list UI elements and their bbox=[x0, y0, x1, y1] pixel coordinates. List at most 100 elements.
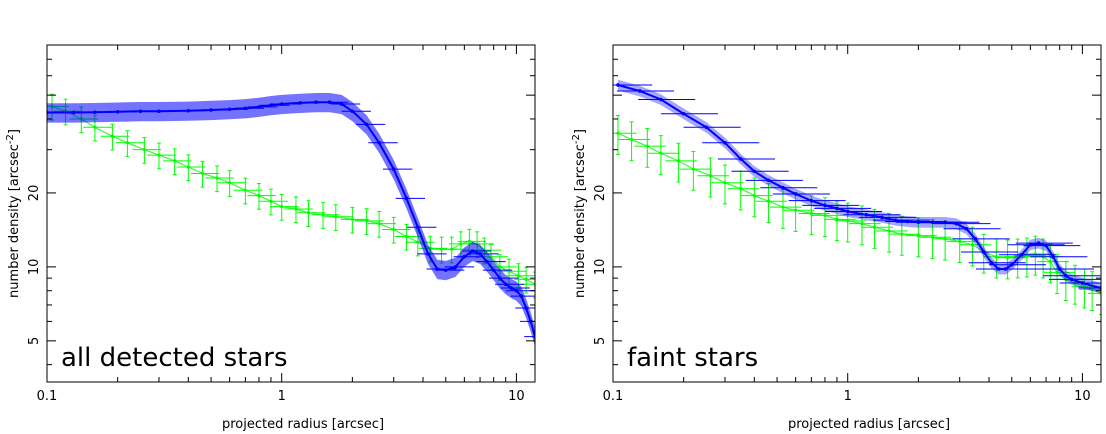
data-point bbox=[350, 109, 355, 114]
x-tick-label: 10 bbox=[508, 389, 525, 404]
data-point bbox=[391, 167, 396, 171]
panel-all-detected-stars: 0.1 1 10 5 10 20 projected radius [arcsec] numb… bbox=[5, 44, 536, 432]
y-axis-label-sup: -2 bbox=[571, 134, 582, 144]
band bbox=[47, 93, 535, 347]
data-point bbox=[462, 254, 467, 259]
data-point bbox=[930, 220, 935, 225]
data-point bbox=[1019, 252, 1024, 257]
data-point bbox=[766, 178, 771, 183]
y-tick-label: 20 bbox=[593, 185, 608, 202]
data-point bbox=[809, 198, 814, 203]
data-point bbox=[1064, 273, 1068, 278]
data-point bbox=[823, 203, 827, 208]
series-blue bbox=[613, 79, 1101, 294]
series-line bbox=[47, 101, 535, 337]
plot-area bbox=[47, 93, 535, 347]
y-axis-label-close: ] bbox=[573, 129, 588, 134]
data-point bbox=[298, 101, 303, 105]
data-point bbox=[138, 109, 143, 114]
data-point bbox=[485, 259, 489, 264]
data-point bbox=[738, 157, 743, 161]
plot-frame bbox=[612, 44, 1102, 383]
data-point bbox=[845, 209, 850, 214]
data-point bbox=[954, 221, 959, 226]
data-point bbox=[880, 215, 884, 220]
data-point bbox=[1036, 241, 1041, 245]
data-point bbox=[503, 282, 508, 287]
data-point bbox=[905, 219, 910, 224]
data-point bbox=[157, 109, 161, 114]
axes: 0.1 1 10 5 10 20 bbox=[27, 44, 535, 404]
data-point bbox=[1080, 281, 1085, 285]
data-point bbox=[681, 111, 686, 116]
data-point bbox=[637, 89, 642, 93]
data-point bbox=[893, 218, 898, 222]
data-point bbox=[996, 267, 1001, 271]
data-point bbox=[616, 83, 620, 87]
plot-area bbox=[613, 79, 1101, 316]
data-point bbox=[964, 226, 969, 231]
data-point bbox=[377, 140, 381, 145]
data-point bbox=[339, 102, 344, 106]
x-axis-label: projected radius [arcsec] bbox=[222, 417, 384, 432]
data-point bbox=[752, 169, 757, 174]
data-point bbox=[227, 107, 232, 112]
data-point bbox=[659, 97, 663, 102]
data-point bbox=[1009, 262, 1014, 267]
data-point bbox=[498, 276, 502, 280]
data-point bbox=[835, 206, 839, 211]
data-point bbox=[781, 185, 785, 190]
series-line bbox=[617, 84, 1101, 290]
y-axis-label: number density [arcsec-2] bbox=[5, 129, 23, 298]
data-point bbox=[71, 110, 76, 115]
data-point bbox=[524, 306, 528, 310]
data-point bbox=[269, 103, 273, 108]
data-point bbox=[1051, 254, 1055, 259]
data-point bbox=[723, 140, 727, 145]
data-point bbox=[470, 249, 475, 253]
data-point bbox=[415, 225, 420, 230]
plot-frame bbox=[46, 44, 536, 383]
data-point bbox=[981, 250, 986, 254]
y-axis-label: number density [arcsec-2] bbox=[571, 129, 589, 298]
x-tick-label: 0.1 bbox=[37, 389, 58, 404]
data-point bbox=[916, 220, 921, 225]
data-point bbox=[491, 268, 496, 272]
data-point bbox=[327, 100, 332, 105]
y-axis-label-text: number density [arcsec bbox=[573, 144, 588, 298]
data-point bbox=[1044, 243, 1048, 248]
data-point bbox=[404, 196, 409, 201]
x-axis-label: projected radius [arcsec] bbox=[788, 417, 950, 432]
panel-annotation: faint stars bbox=[627, 343, 758, 373]
y-axis-label-close: ] bbox=[7, 129, 22, 134]
data-point bbox=[478, 252, 482, 256]
y-tick-label: 5 bbox=[593, 337, 608, 345]
x-tick-label: 1 bbox=[844, 389, 852, 404]
data-point bbox=[314, 100, 318, 105]
data-point bbox=[519, 294, 524, 298]
y-tick-label: 20 bbox=[27, 185, 42, 202]
data-point bbox=[509, 286, 513, 290]
data-point bbox=[209, 108, 213, 112]
data-point bbox=[443, 268, 448, 272]
y-axis-label-sup: -2 bbox=[5, 134, 16, 144]
x-tick-label: 0.1 bbox=[603, 389, 624, 404]
series-blue bbox=[47, 93, 535, 347]
data-point bbox=[943, 220, 947, 225]
data-point bbox=[243, 106, 248, 111]
data-point bbox=[93, 110, 97, 115]
data-point bbox=[864, 212, 869, 217]
data-point bbox=[1003, 267, 1008, 271]
data-point bbox=[704, 125, 709, 130]
band bbox=[618, 79, 1101, 294]
data-point bbox=[257, 105, 261, 109]
axes: 0.1 1 10 5 10 20 bbox=[593, 44, 1101, 404]
data-point bbox=[279, 102, 284, 106]
data-point bbox=[989, 260, 994, 265]
data-point bbox=[1069, 277, 1074, 282]
panel-faint-stars: 0.1 1 10 5 10 20 projected radius [arcsec] numb… bbox=[571, 44, 1102, 432]
data-point bbox=[453, 265, 458, 269]
data-point bbox=[115, 109, 120, 114]
data-point bbox=[1028, 242, 1033, 247]
